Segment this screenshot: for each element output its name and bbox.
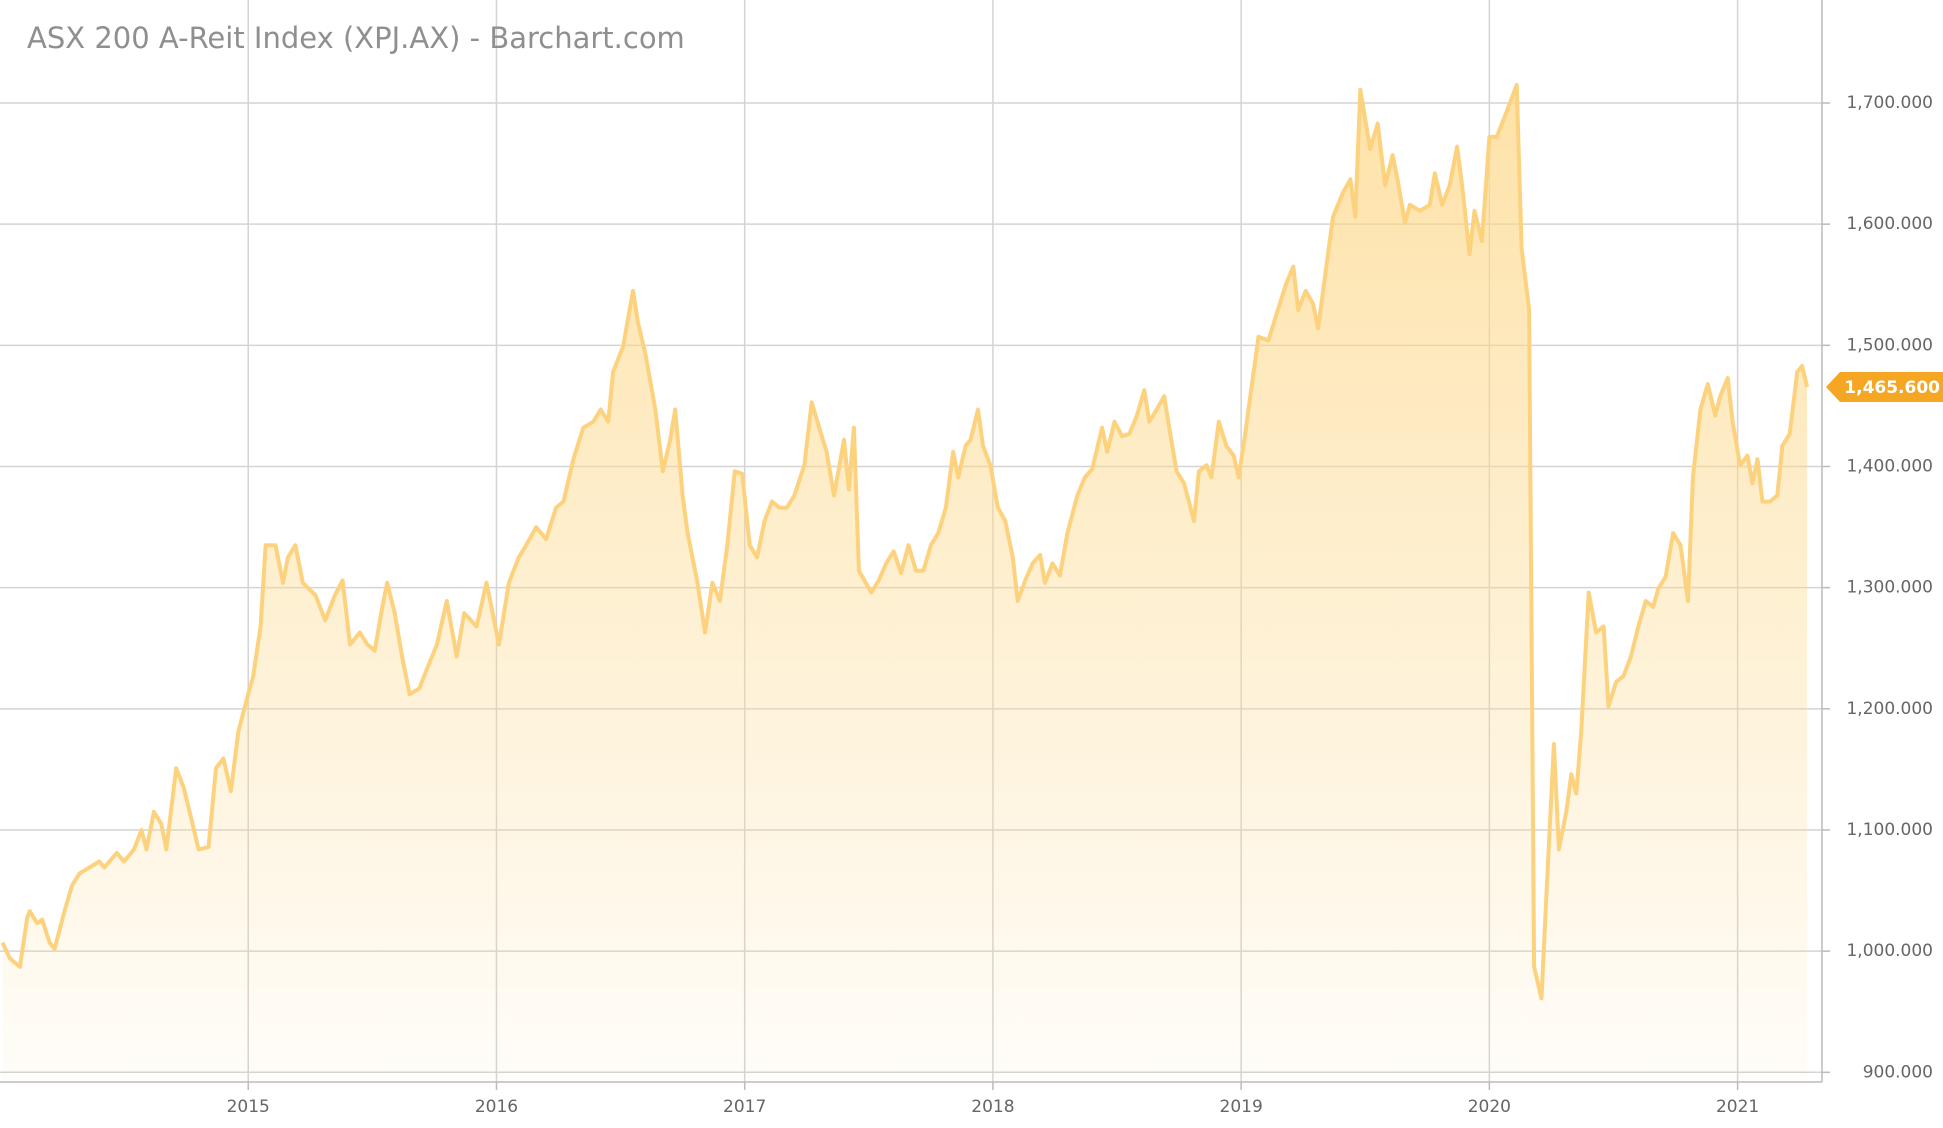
x-tick-label: 2017 [723,1097,766,1117]
area [2,84,1808,1083]
line [0,82,1810,1001]
y-tick-label: 1,000.000 [1846,941,1933,961]
y-tick-label: 1,400.000 [1846,456,1933,476]
last-value-tag [1826,372,1943,402]
x-tick-label: 2021 [1716,1097,1759,1117]
y-tick-label: 1,600.000 [1846,214,1933,234]
x-tick-label: 2018 [971,1097,1014,1117]
x-tick-label: 2020 [1468,1097,1511,1117]
plot-area [0,82,1810,1083]
y-tick-label: 1,500.000 [1846,335,1933,355]
y-tick-label: 1,200.000 [1846,699,1933,719]
x-tick-label: 2015 [227,1097,270,1117]
y-tick-label: 1,100.000 [1846,820,1933,840]
y-tick-label: 1,300.000 [1846,578,1933,598]
y-tick-label: 900.000 [1863,1062,1933,1082]
chart-title: ASX 200 A-Reit Index (XPJ.AX) - Barchart… [27,21,685,55]
y-tick-label: 1,700.000 [1846,93,1933,113]
x-tick-label: 2016 [475,1097,518,1117]
x-tick-label: 2019 [1220,1097,1263,1117]
last-value-label: 1,465.600 [1844,378,1940,398]
